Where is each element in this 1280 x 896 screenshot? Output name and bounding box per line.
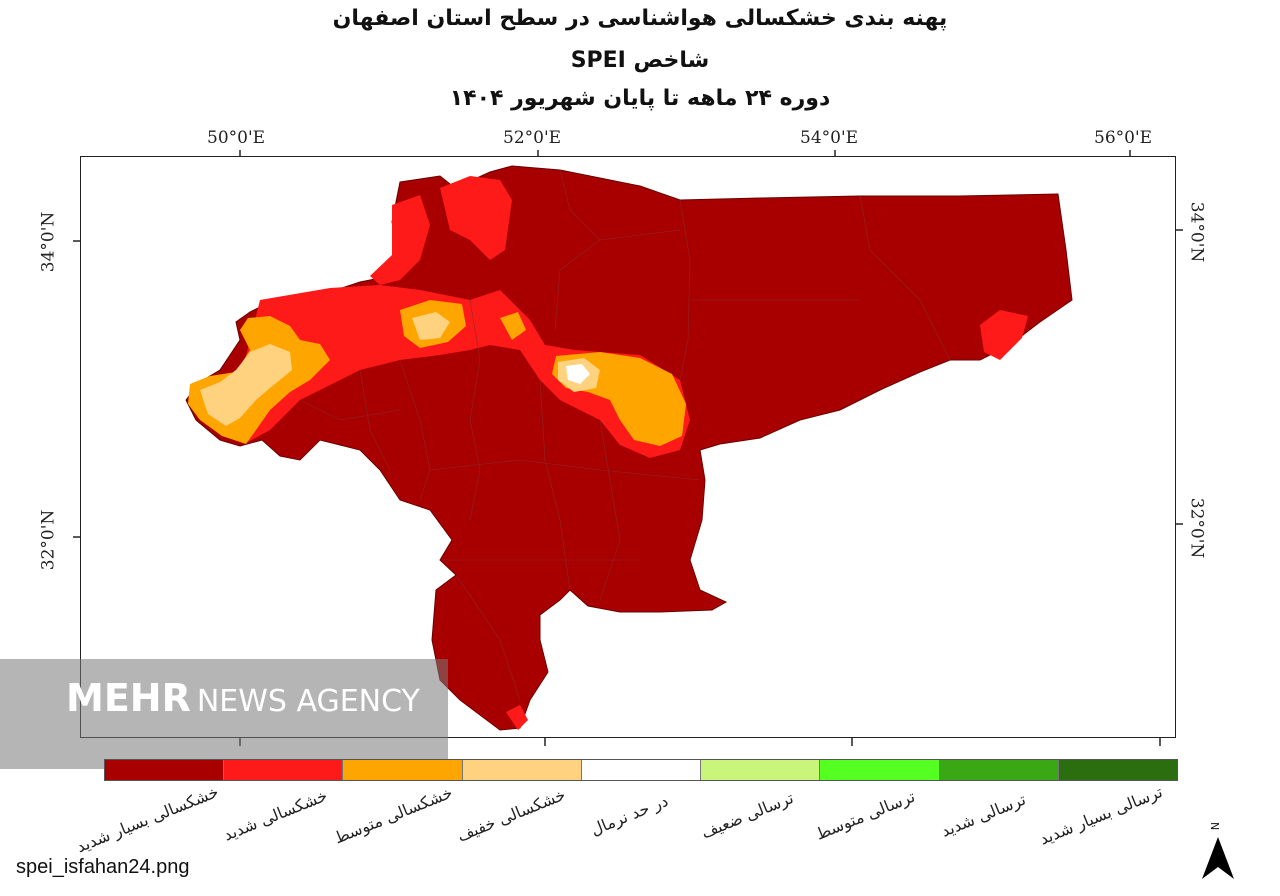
lon-label-50-top: 50°0'E bbox=[207, 128, 266, 148]
map-subtitle-index: شاخص SPEI bbox=[570, 48, 710, 73]
legend-swatch-3 bbox=[343, 760, 463, 780]
county-boundaries bbox=[299, 169, 951, 701]
moderate-drought-small bbox=[500, 312, 526, 340]
legend-swatch-8 bbox=[939, 760, 1059, 780]
watermark-text: MEHR NEWS AGENCY bbox=[66, 676, 420, 720]
map-title: پهنه بندی خشکسالی هواشناسی در سطح استان … bbox=[332, 6, 948, 31]
severe-drought-northwest bbox=[370, 195, 430, 285]
map-subtitle-period: دوره ۲۴ ماهه تا پایان شهریور ۱۴۰۴ bbox=[449, 86, 831, 111]
mild-drought-center bbox=[412, 312, 450, 340]
legend-swatch-4 bbox=[462, 760, 582, 780]
legend-swatch-9 bbox=[1058, 760, 1177, 780]
north-label: N bbox=[1208, 822, 1221, 830]
lon-label-56-top: 56°0'E bbox=[1094, 128, 1153, 148]
normal-zone bbox=[566, 364, 590, 384]
lon-label-54-top: 54°0'E bbox=[800, 128, 859, 148]
severe-drought-north bbox=[440, 176, 512, 260]
severe-drought-west bbox=[230, 285, 690, 458]
mild-drought-west bbox=[200, 344, 292, 426]
legend-swatch-1 bbox=[105, 760, 225, 780]
legend-swatch-6 bbox=[701, 760, 821, 780]
image-filename: spei_isfahan24.png bbox=[16, 856, 190, 878]
legend-swatch-7 bbox=[820, 760, 940, 780]
legend-swatch-2 bbox=[224, 760, 344, 780]
legend-swatch-5 bbox=[581, 760, 702, 780]
legend-color-bar bbox=[104, 759, 1178, 781]
news-agency-watermark bbox=[0, 659, 448, 769]
north-arrow-icon: N bbox=[1202, 822, 1234, 879]
severe-drought-east bbox=[980, 310, 1028, 360]
lon-label-52-top: 52°0'E bbox=[503, 128, 562, 148]
severe-drought-south bbox=[506, 705, 528, 730]
